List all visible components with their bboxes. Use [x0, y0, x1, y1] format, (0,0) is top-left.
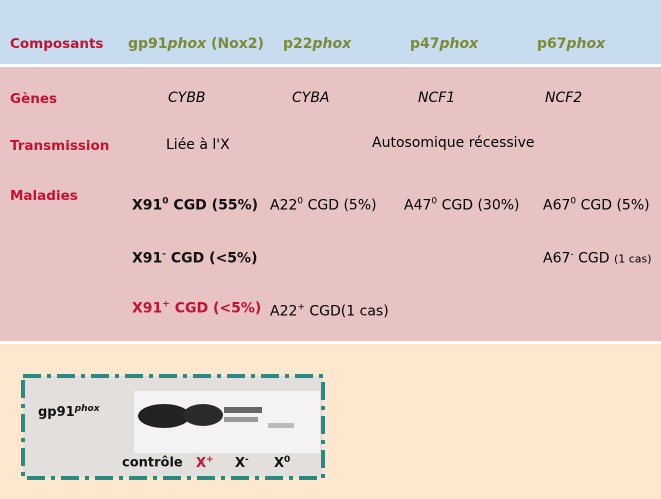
text: A22 [270, 303, 298, 320]
text: - [162, 249, 167, 260]
column-header: gp91phox (Nox2) [128, 36, 264, 52]
text: CGD [573, 250, 610, 267]
text: p22 [283, 36, 313, 52]
column-header: p47phox [410, 36, 478, 52]
text: (1 cas) [613, 252, 652, 266]
text: 0 [284, 454, 291, 465]
transmission: Liée à l'X [166, 137, 230, 153]
text: CGD (5%) [303, 197, 377, 214]
figure [21, 374, 325, 480]
disease: A67- CGD (1 cas) [543, 250, 652, 267]
disease: X910 CGD (55%) [132, 197, 258, 214]
column-header: p22phox [283, 36, 351, 52]
gene: CYBA [292, 90, 330, 106]
text: 0 [431, 196, 438, 207]
band [138, 404, 190, 428]
text: phox [566, 36, 606, 52]
text: CGD (5%) [576, 197, 650, 214]
text: phox [312, 36, 352, 52]
text: p67 [537, 36, 567, 52]
column-header: p67phox [537, 36, 605, 52]
disease: A470 CGD (30%) [404, 197, 520, 214]
text: (Nox2) [206, 36, 264, 52]
row-label: Gènes [10, 91, 58, 107]
text: A22 [270, 197, 298, 214]
text: 0 [297, 196, 304, 207]
text: p47 [410, 36, 440, 52]
text: - [570, 249, 574, 260]
gene: CYBB [168, 90, 206, 106]
disease: X91+ CGD (<5%) [132, 300, 261, 317]
protein-label: gp91phox [38, 404, 100, 420]
text: X [274, 456, 285, 472]
band [183, 404, 223, 426]
row-label: Transmission [10, 138, 110, 154]
header-label: Composants [10, 36, 104, 52]
text: - [245, 454, 249, 465]
text: gp91 [128, 36, 168, 52]
disease: A220 CGD (5%) [270, 197, 377, 214]
separator [0, 64, 661, 67]
separator [0, 341, 661, 344]
text: 0 [162, 196, 169, 207]
transmission: Autosomique récessive [372, 135, 535, 151]
text: CGD (30%) [437, 197, 520, 214]
text: X [196, 456, 207, 472]
text: X91 [132, 250, 163, 267]
text: CGD (<5%) [166, 250, 258, 267]
text: A47 [404, 197, 432, 214]
text: + [297, 302, 305, 313]
text: 0 [570, 196, 577, 207]
gene: NCF1 [418, 90, 456, 106]
band [224, 417, 258, 422]
text: A67 [543, 250, 571, 267]
band [224, 407, 262, 413]
text: phox [167, 36, 207, 52]
lane-label: contrôle [122, 455, 183, 471]
text: gp91 [38, 405, 75, 421]
header-band [0, 0, 661, 64]
row-label: Maladies [10, 188, 78, 204]
text: CGD (<5%) [169, 300, 262, 317]
disease: A670 CGD (5%) [543, 197, 650, 214]
text: A67 [543, 197, 571, 214]
text: CGD(1 cas) [304, 303, 389, 320]
text: CGD (55%) [168, 197, 258, 214]
lane-label: X+ [196, 455, 214, 471]
band [268, 423, 294, 428]
gene: NCF2 [545, 90, 583, 106]
lane-label: X- [235, 455, 249, 471]
text: X91 [132, 300, 163, 317]
table-band [0, 64, 661, 341]
lane-label: X0 [274, 455, 290, 471]
text: phox [74, 403, 100, 414]
disease: A22+ CGD(1 cas) [270, 303, 389, 320]
disease: X91- CGD (<5%) [132, 250, 257, 267]
text: X [235, 456, 246, 472]
text: phox [439, 36, 479, 52]
text: + [162, 299, 170, 310]
text: + [206, 454, 214, 465]
text: X91 [132, 197, 163, 214]
